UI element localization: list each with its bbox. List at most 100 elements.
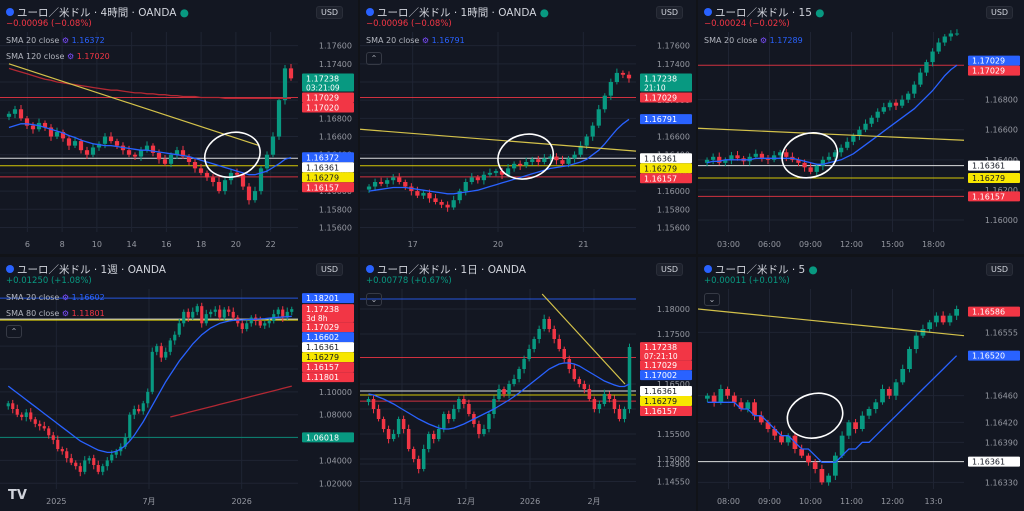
currency-button[interactable]: USD	[656, 263, 684, 276]
chart-title: ユーロ／米ドル · 5 ●	[704, 262, 818, 277]
sma-legend-20[interactable]: SMA 20 close ⚙ 1.16791	[366, 36, 465, 45]
candle-body	[596, 109, 601, 126]
candle-body	[819, 469, 825, 483]
price-label-countdown: 07:21:10	[644, 352, 678, 361]
candle-body	[227, 309, 231, 312]
candle-body	[267, 321, 271, 324]
price-label-bg	[968, 191, 1020, 202]
candle-body	[177, 323, 181, 335]
price-label-bg	[968, 160, 1020, 171]
sma-legend-120[interactable]: SMA 120 close ⚙ 1.17020	[6, 52, 110, 61]
candle-body	[87, 458, 91, 461]
candle-body	[96, 143, 102, 148]
currency-button[interactable]: USD	[316, 6, 344, 19]
candle-body	[276, 309, 280, 315]
price-label-countdown: 3d 8h	[306, 314, 328, 323]
sma-legend-20[interactable]: SMA 20 close ⚙ 1.16602	[6, 293, 105, 302]
candle-body	[505, 168, 511, 175]
candle-body	[587, 389, 592, 399]
candle-body	[173, 334, 177, 341]
price-label-bg	[968, 65, 1020, 76]
x-tick-label: 06:00	[758, 240, 781, 249]
chart-canvas[interactable]: 1.16800 1.16600 1.16400 1.16200 1.16000 1.170…	[698, 0, 1024, 254]
chart-panel-4h[interactable]: 1.176001.174001.172001.170001.168001.166…	[0, 0, 358, 254]
settings-icon[interactable]: ⚙	[66, 52, 75, 61]
chart-panel-1d[interactable]: 1.180001.175001.165001.160001.155001.150…	[360, 257, 696, 511]
candle-body	[934, 315, 939, 323]
settings-icon[interactable]: ⚙	[759, 36, 768, 45]
candle-body	[607, 394, 612, 399]
sma-value: 1.11801	[71, 309, 105, 318]
candle-body	[397, 177, 402, 182]
candle-body	[866, 409, 872, 416]
candle-body	[893, 382, 899, 396]
collapse-legend-button[interactable]: ⌃	[366, 52, 382, 65]
candle-body	[747, 156, 752, 162]
sma-legend-80[interactable]: SMA 80 close ⚙ 1.11801	[6, 309, 105, 318]
candle-body	[427, 192, 432, 199]
candle-body	[614, 72, 620, 82]
candle-body	[954, 33, 960, 35]
x-tick-label: 2月	[587, 497, 600, 506]
candle-body	[123, 437, 127, 447]
sma-legend-20[interactable]: SMA 20 close ⚙ 1.17289	[704, 36, 803, 45]
candle-body	[900, 369, 906, 383]
live-dot-icon: ●	[539, 7, 549, 19]
candle-body	[431, 434, 436, 439]
price-label-bg	[968, 306, 1020, 317]
candle-body	[863, 123, 868, 130]
candle-body	[493, 171, 499, 173]
price-label: 1.16279	[644, 164, 677, 173]
candle-body	[930, 51, 935, 63]
x-tick-label: 20	[231, 240, 241, 249]
price-label-bg	[302, 73, 354, 92]
price-label: 1.17238	[644, 75, 677, 84]
chart-panel-1w[interactable]: 1.140001.120001.100001.080001.060001.040…	[0, 257, 358, 511]
candle-body	[54, 132, 60, 137]
currency-button[interactable]: USD	[986, 263, 1014, 276]
candle-body	[627, 347, 632, 409]
candle-body	[517, 369, 521, 379]
collapse-legend-button[interactable]: ⌄	[366, 293, 382, 306]
y-tick-label: 1.15800	[657, 205, 690, 214]
currency-button[interactable]: USD	[656, 6, 684, 19]
y-tick-label: 1.15600	[657, 223, 690, 232]
x-axis: 11月 12月 2026 2月	[393, 497, 601, 506]
settings-icon[interactable]: ⚙	[61, 309, 70, 318]
settings-icon[interactable]: ⚙	[61, 36, 70, 45]
price-label: 1.17029	[972, 57, 1005, 66]
candle-body	[198, 168, 204, 173]
candle-body	[552, 329, 556, 339]
price-label-bg	[302, 102, 354, 113]
chart-canvas[interactable]: 1.176001.174001.172001.170001.168001.166…	[360, 0, 696, 254]
tradingview-logo[interactable]: TV	[8, 488, 27, 503]
sma-legend-20[interactable]: SMA 20 close ⚙ 1.16372	[6, 36, 105, 45]
y-tick-label: 1.02000	[319, 479, 352, 488]
trend-line	[541, 293, 626, 385]
live-dot-icon: ●	[179, 7, 189, 19]
candle-body	[729, 155, 734, 160]
collapse-legend-button[interactable]: ⌃	[6, 325, 22, 338]
candle-body	[186, 156, 192, 162]
grid-lines	[360, 289, 636, 489]
sma-long-line	[170, 385, 292, 418]
chart-canvas[interactable]: 1.165551.164601.164201.163901.163301.165…	[698, 257, 1024, 511]
candle-body	[137, 409, 141, 412]
candle-body	[723, 159, 728, 163]
settings-icon[interactable]: ⚙	[421, 36, 430, 45]
candle-body	[522, 359, 526, 369]
candle-body	[758, 415, 764, 423]
chart-panel-15m[interactable]: 1.16800 1.16600 1.16400 1.16200 1.16000 1.170…	[698, 0, 1024, 254]
currency-button[interactable]: USD	[986, 6, 1014, 19]
chart-canvas[interactable]: 1.140001.120001.100001.080001.060001.040…	[0, 257, 358, 511]
settings-icon[interactable]: ⚙	[61, 293, 70, 302]
candle-body	[6, 113, 12, 117]
chart-panel-1h[interactable]: 1.176001.174001.172001.170001.168001.166…	[360, 0, 696, 254]
chart-canvas[interactable]: 1.176001.174001.172001.170001.168001.166…	[0, 0, 358, 254]
y-tick-label: 1.16500	[657, 380, 690, 389]
currency-button[interactable]: USD	[316, 263, 344, 276]
collapse-legend-button[interactable]: ⌄	[704, 293, 720, 306]
chart-canvas[interactable]: 1.180001.175001.165001.160001.155001.150…	[360, 257, 696, 511]
candle-body	[475, 177, 480, 181]
chart-panel-5m[interactable]: 1.16555 1.16460 1.16420 1.16390 1.16330 1.165…	[698, 257, 1024, 511]
